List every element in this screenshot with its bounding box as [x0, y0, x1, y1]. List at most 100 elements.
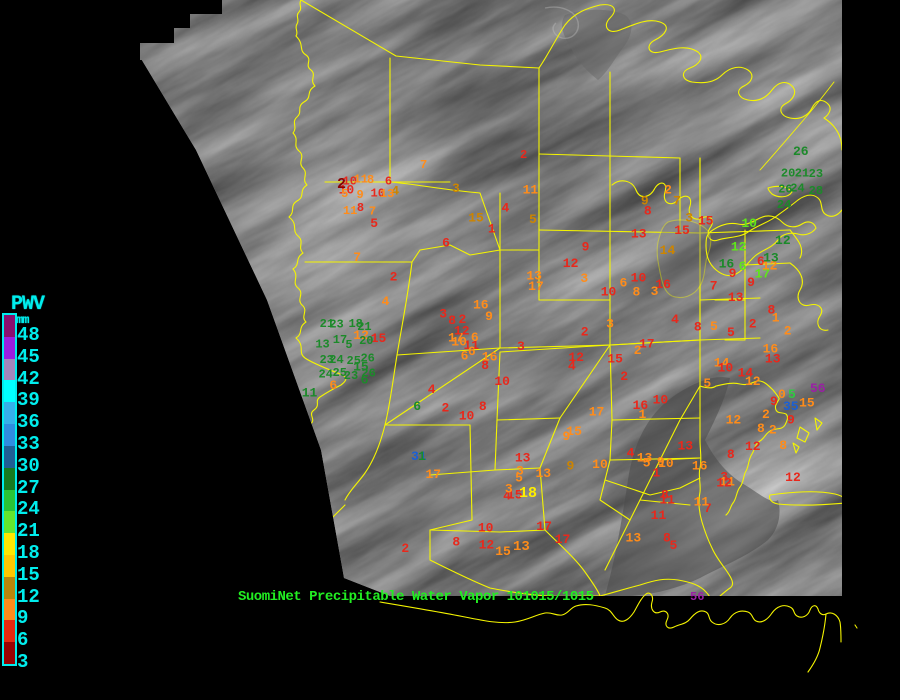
- svg-text:3: 3: [439, 307, 447, 322]
- svg-text:9: 9: [747, 275, 755, 290]
- svg-text:26: 26: [793, 144, 809, 159]
- svg-text:4: 4: [502, 200, 510, 215]
- svg-text:4: 4: [671, 312, 679, 327]
- svg-text:8: 8: [757, 421, 765, 436]
- svg-text:12: 12: [726, 412, 742, 427]
- svg-text:6: 6: [468, 344, 476, 359]
- svg-text:24: 24: [319, 367, 333, 381]
- svg-text:9: 9: [787, 412, 795, 427]
- svg-text:11: 11: [302, 385, 318, 400]
- svg-text:13: 13: [765, 352, 781, 367]
- svg-text:10: 10: [459, 408, 475, 423]
- svg-text:1: 1: [488, 222, 496, 237]
- svg-text:9: 9: [566, 459, 574, 474]
- svg-text:10: 10: [718, 361, 734, 376]
- svg-text:15: 15: [674, 223, 690, 238]
- svg-text:6: 6: [461, 348, 469, 363]
- svg-text:8: 8: [452, 535, 460, 550]
- svg-text:2: 2: [749, 316, 757, 331]
- svg-text:11: 11: [651, 508, 667, 523]
- svg-text:12: 12: [568, 350, 584, 365]
- svg-text:16: 16: [719, 257, 735, 272]
- svg-text:25: 25: [347, 354, 361, 368]
- svg-text:3: 3: [516, 464, 524, 479]
- svg-text:14: 14: [660, 243, 676, 258]
- svg-text:2: 2: [581, 324, 589, 339]
- svg-text:15: 15: [698, 213, 714, 228]
- svg-text:8: 8: [632, 284, 640, 299]
- svg-text:3: 3: [606, 317, 614, 332]
- svg-text:5: 5: [727, 325, 735, 340]
- svg-text:13: 13: [626, 530, 642, 545]
- svg-text:20: 20: [781, 167, 795, 181]
- svg-text:2: 2: [520, 148, 527, 162]
- svg-text:9: 9: [562, 429, 570, 444]
- svg-text:17: 17: [555, 532, 571, 547]
- svg-text:15: 15: [495, 544, 511, 559]
- svg-text:24: 24: [329, 353, 343, 367]
- svg-text:17: 17: [425, 467, 441, 482]
- svg-text:2: 2: [620, 369, 628, 384]
- svg-text:5: 5: [643, 455, 651, 470]
- svg-text:13: 13: [728, 290, 744, 305]
- svg-text:3: 3: [517, 339, 525, 354]
- svg-text:5: 5: [703, 376, 711, 391]
- svg-text:10: 10: [601, 284, 617, 299]
- svg-text:13: 13: [526, 268, 542, 283]
- svg-text:6: 6: [471, 330, 479, 345]
- svg-text:16: 16: [692, 458, 708, 473]
- svg-text:8: 8: [479, 399, 487, 414]
- svg-text:7: 7: [353, 250, 361, 265]
- svg-text:6: 6: [442, 236, 450, 251]
- svg-text:21: 21: [795, 166, 809, 180]
- svg-text:56: 56: [690, 590, 704, 604]
- svg-text:4: 4: [381, 294, 389, 309]
- svg-text:12: 12: [785, 470, 801, 485]
- svg-text:5: 5: [529, 212, 537, 227]
- svg-text:8: 8: [661, 487, 669, 502]
- svg-text:18: 18: [519, 485, 537, 502]
- svg-text:2: 2: [784, 324, 792, 339]
- svg-text:7: 7: [710, 279, 718, 294]
- svg-text:2: 2: [769, 422, 777, 437]
- svg-text:24: 24: [777, 198, 791, 212]
- svg-text:9: 9: [356, 188, 363, 202]
- svg-text:13: 13: [763, 251, 779, 266]
- svg-text:6: 6: [620, 276, 628, 291]
- svg-text:3: 3: [505, 482, 513, 497]
- svg-text:7: 7: [369, 205, 376, 219]
- svg-text:16: 16: [633, 398, 649, 413]
- svg-text:7: 7: [420, 158, 427, 172]
- svg-text:16: 16: [473, 298, 489, 313]
- svg-text:26: 26: [360, 351, 374, 365]
- svg-text:23: 23: [809, 167, 823, 181]
- svg-text:4: 4: [627, 445, 635, 460]
- svg-text:2: 2: [401, 541, 409, 556]
- svg-text:13: 13: [315, 337, 329, 351]
- svg-text:10: 10: [741, 216, 757, 231]
- svg-text:17: 17: [536, 519, 552, 534]
- svg-text:2: 2: [390, 270, 398, 285]
- svg-text:8: 8: [663, 531, 671, 546]
- svg-text:2: 2: [634, 343, 642, 358]
- svg-text:11: 11: [694, 494, 710, 509]
- svg-text:9: 9: [657, 454, 665, 469]
- svg-text:3: 3: [651, 284, 659, 299]
- svg-text:11: 11: [343, 204, 357, 218]
- svg-text:12: 12: [745, 439, 761, 454]
- svg-text:15: 15: [799, 395, 815, 410]
- svg-text:24: 24: [790, 182, 804, 196]
- svg-text:28: 28: [809, 184, 823, 198]
- svg-text:13: 13: [535, 466, 551, 481]
- svg-text:11: 11: [523, 183, 539, 198]
- svg-text:8: 8: [644, 204, 652, 219]
- svg-text:5: 5: [341, 187, 348, 201]
- svg-text:3: 3: [580, 271, 588, 286]
- svg-text:13: 13: [513, 539, 530, 555]
- svg-text:3: 3: [452, 181, 460, 196]
- svg-text:17: 17: [589, 405, 605, 420]
- svg-text:13: 13: [380, 187, 394, 201]
- svg-text:13: 13: [677, 439, 693, 454]
- svg-text:6: 6: [413, 399, 421, 414]
- svg-text:5: 5: [345, 338, 352, 352]
